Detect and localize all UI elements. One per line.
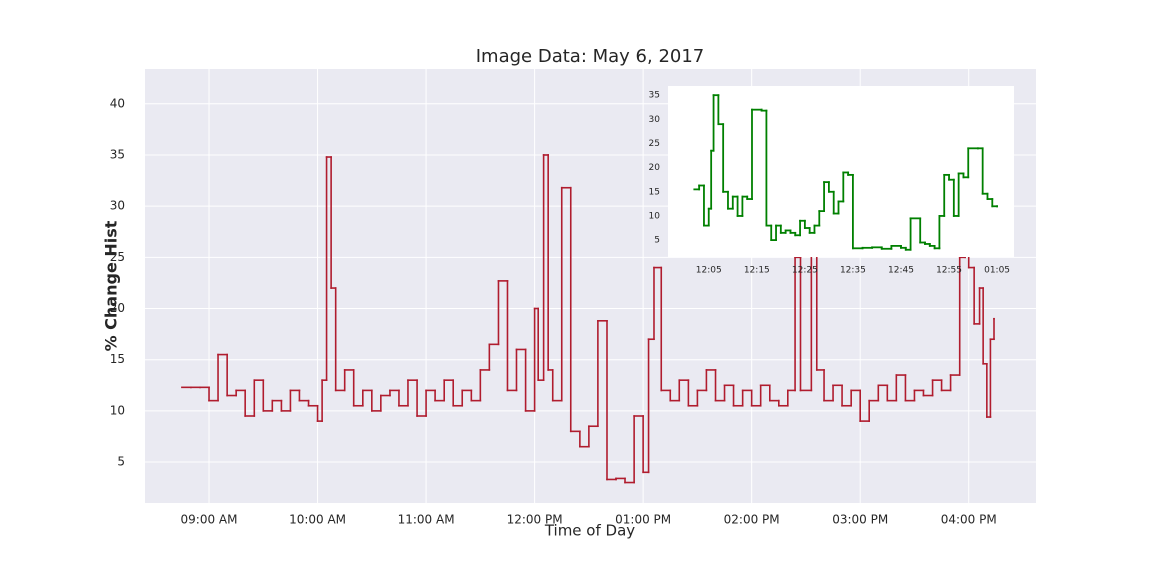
x-tick-label: 12:45 [888, 266, 914, 276]
y-tick-label: 20 [649, 163, 661, 173]
y-tick-label: 25 [649, 139, 660, 149]
x-tick-label: 12:25 [792, 266, 818, 276]
y-tick-label: 10 [110, 403, 125, 417]
y-tick-label: 15 [110, 352, 125, 366]
y-tick-label: 35 [649, 91, 660, 101]
series-line [693, 94, 998, 251]
x-tick-label: 03:00 PM [832, 513, 888, 527]
y-tick-label: 5 [117, 455, 125, 469]
x-tick-label: 12:05 [696, 266, 722, 276]
x-tick-label: 12:15 [744, 266, 770, 276]
y-tick-label: 35 [110, 147, 125, 161]
x-tick-label: 04:00 PM [941, 513, 997, 527]
y-tick-label: 25 [110, 250, 125, 264]
y-axis-label: % Change Hist [102, 220, 121, 351]
inset-chart: 5 10 15 20 25 30 35 12:05 12:15 12:25 12:35 12:45 12… [649, 86, 1014, 276]
chart-title: Image Data: May 6, 2017 [476, 46, 705, 67]
x-tick-label: 12:35 [840, 266, 866, 276]
x-tick-label: 01:00 PM [615, 513, 671, 527]
y-tick-label: 20 [110, 301, 125, 315]
y-tick-label: 15 [649, 187, 660, 197]
x-tick-label: 12:55 [936, 266, 962, 276]
y-tick-label: 5 [654, 236, 660, 246]
x-tick-label: 11:00 AM [398, 513, 455, 527]
x-tick-label: 09:00 AM [181, 513, 238, 527]
y-tick-label: 10 [649, 211, 661, 221]
y-tick-label: 30 [110, 199, 125, 213]
x-tick-label: 01:05 [984, 266, 1010, 276]
y-tick-label: 30 [649, 115, 661, 125]
x-tick-label: 12:00 PM [507, 513, 563, 527]
x-tick-label: 10:00 AM [289, 513, 346, 527]
x-tick-label: 02:00 PM [724, 513, 780, 527]
y-tick-label: 40 [110, 96, 125, 110]
plot-area [668, 86, 1014, 257]
x-axis-label: Time of Day [544, 522, 635, 540]
